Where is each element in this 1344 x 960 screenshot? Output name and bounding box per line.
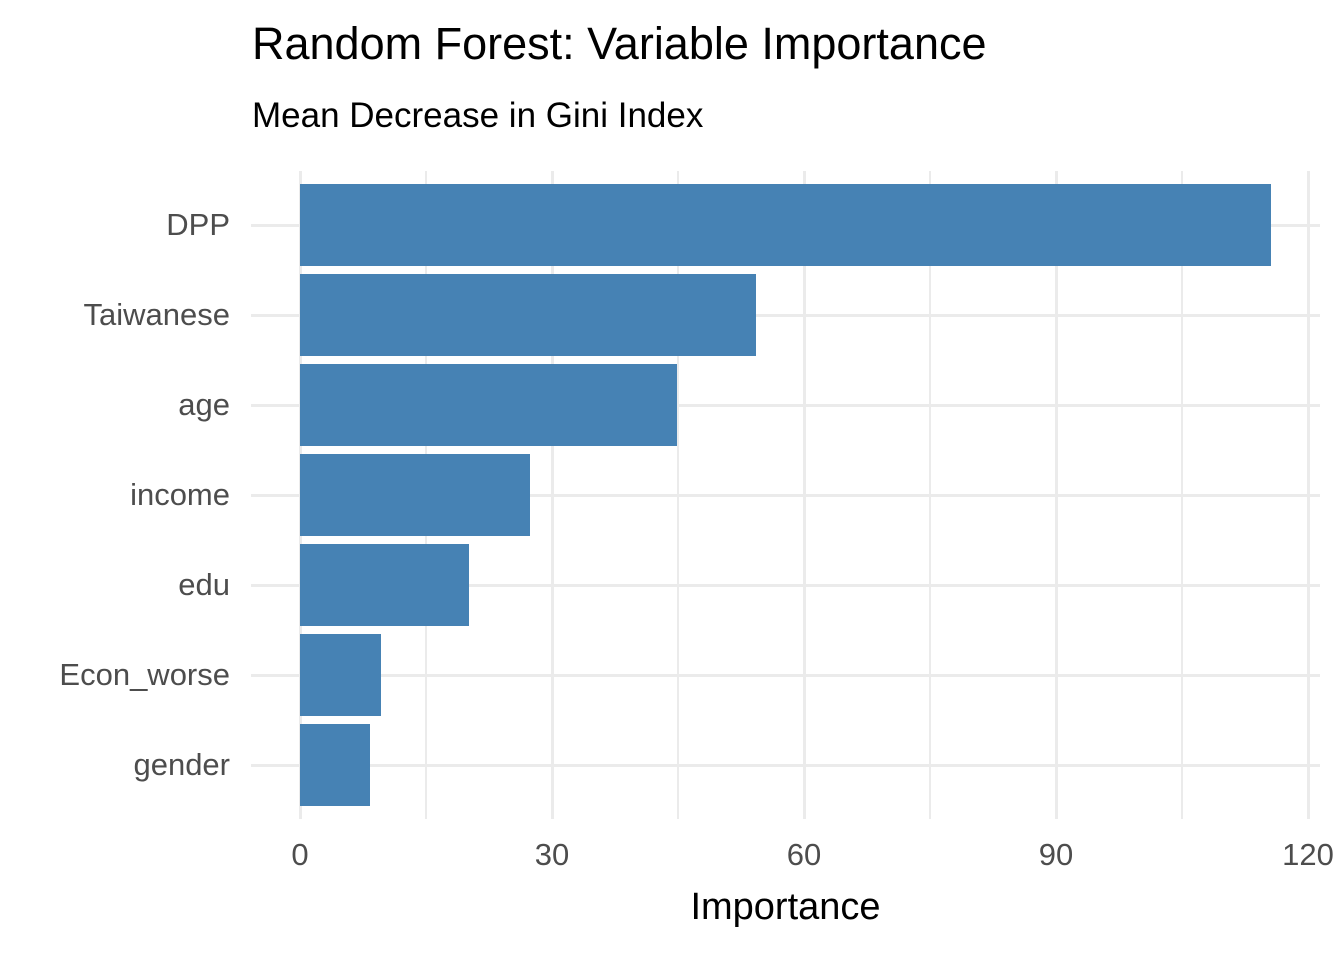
bar-income [300, 454, 531, 536]
gridline-y-taiwanese [251, 313, 1320, 317]
y-axis-label-income: income [130, 477, 230, 512]
y-axis-label-taiwanese: Taiwanese [83, 297, 230, 332]
y-axis-label-dpp: DPP [166, 207, 230, 242]
bar-gender [300, 724, 370, 806]
bar-econ-worse [300, 634, 381, 716]
bar-edu [300, 544, 469, 626]
y-axis-label-age: age [178, 387, 230, 422]
gridline-y-age [251, 403, 1320, 407]
gridline-y-gender [251, 763, 1320, 767]
bar-dpp [300, 184, 1272, 266]
bar-taiwanese [300, 274, 757, 356]
x-axis-title: Importance [690, 886, 881, 928]
x-tick-label-30: 30 [534, 837, 570, 872]
x-tick-label-0: 0 [291, 837, 309, 872]
chart-subtitle: Mean Decrease in Gini Index [252, 96, 704, 135]
y-axis-label-edu: edu [178, 567, 230, 602]
gridline-y-econ-worse [251, 673, 1320, 677]
gridline-y-income [251, 493, 1320, 497]
x-tick-label-90: 90 [1038, 837, 1074, 872]
bar-age [300, 364, 678, 446]
gridline-y-edu [251, 583, 1320, 587]
x-tick-label-120: 120 [1282, 837, 1334, 872]
y-axis-label-gender: gender [133, 747, 230, 782]
chart-title: Random Forest: Variable Importance [252, 18, 987, 69]
y-axis-label-econ-worse: Econ_worse [59, 657, 230, 692]
x-tick-label-60: 60 [786, 837, 822, 872]
